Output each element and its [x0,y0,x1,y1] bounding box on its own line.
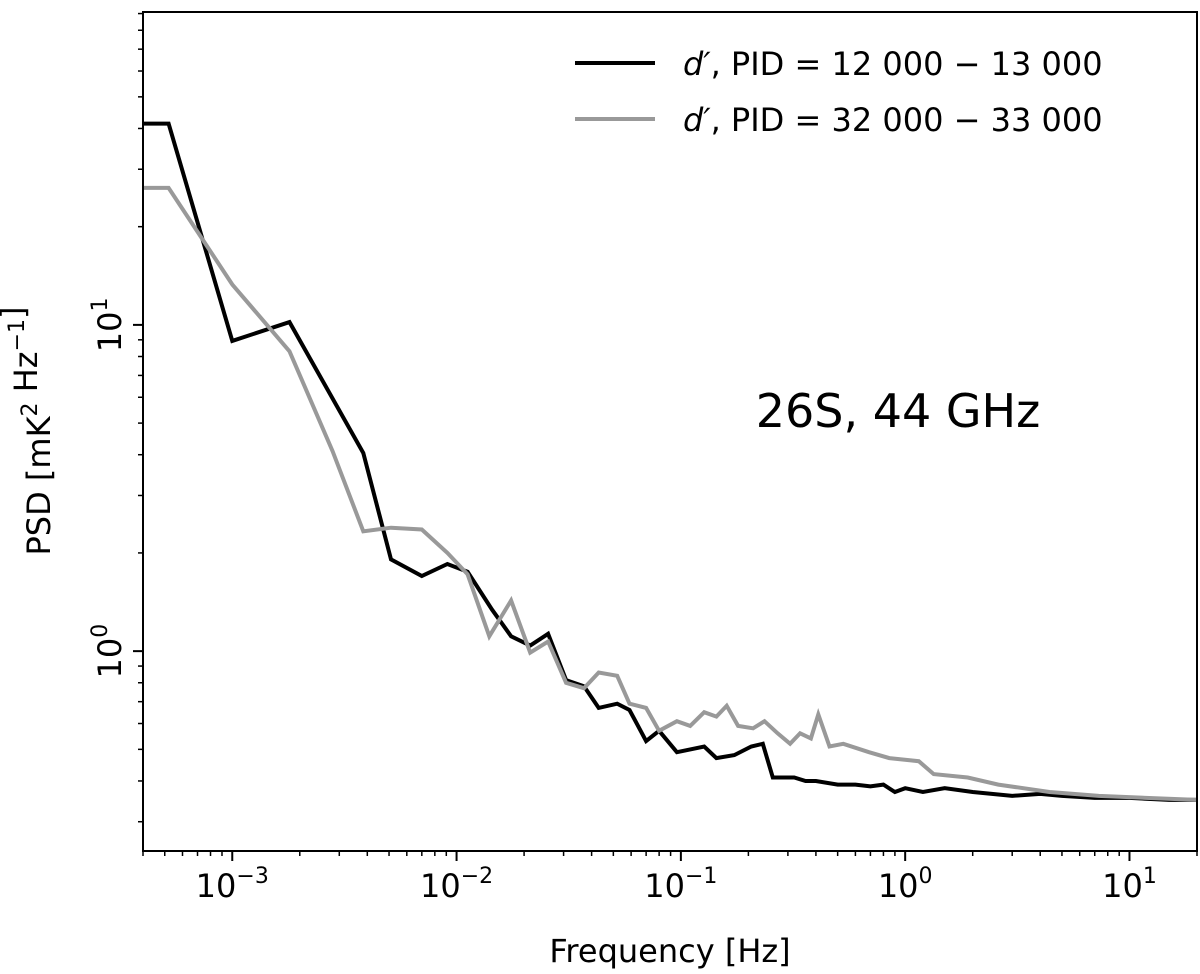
annotation: 26S, 44 GHz [756,384,1041,438]
x-tick-label: 10−2 [420,864,493,905]
y-axis-label: PSD [mK2 Hz−1] [0,306,58,555]
x-tick-label: 101 [1102,864,1157,905]
x-tick-label: 100 [878,864,933,905]
x-tick-label: 10−3 [196,864,269,905]
plot-area: 10−3 10−2 10−1 100 101 100 101 d′, PID = 12 000… [88,11,1198,905]
x-axis-label: Frequency [Hz] [549,932,790,970]
series-line-2 [143,185,1198,802]
x-tick-label: 10−1 [644,864,717,905]
series-line-1 [143,121,1197,802]
legend-item-1: d′, PID = 12 000 − 13 000 [575,45,1103,83]
y-tick-label: 101 [88,298,129,353]
y-tick-label: 100 [88,624,129,679]
legend-label: d′, PID = 12 000 − 13 000 [683,45,1103,83]
legend-item-2: d′, PID = 32 000 − 33 000 [575,101,1103,139]
legend-label: d′, PID = 32 000 − 33 000 [683,101,1103,139]
